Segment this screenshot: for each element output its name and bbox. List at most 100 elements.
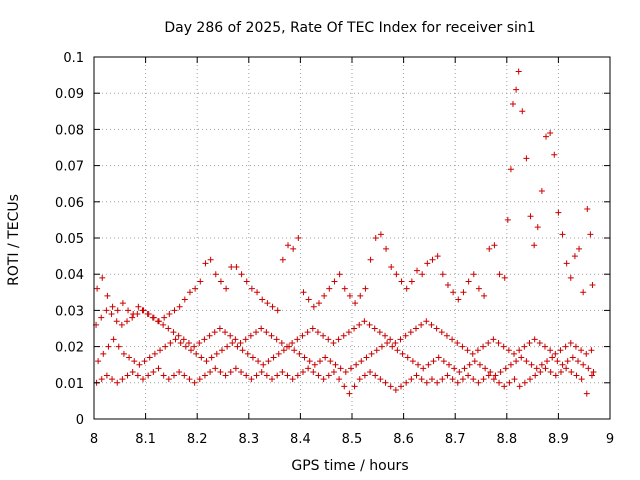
- data-point: [516, 347, 523, 354]
- data-point: [444, 372, 451, 379]
- data-point: [327, 358, 334, 365]
- data-point: [554, 358, 561, 365]
- data-point: [583, 390, 590, 397]
- data-point: [470, 271, 477, 278]
- data-point: [527, 213, 534, 220]
- data-point: [376, 329, 383, 336]
- data-point: [495, 339, 502, 346]
- data-point: [439, 376, 446, 383]
- data-point: [511, 350, 518, 357]
- data-point: [538, 187, 545, 194]
- data-point: [543, 133, 550, 140]
- data-point: [523, 358, 530, 365]
- data-point: [125, 307, 132, 314]
- data-point: [165, 376, 172, 383]
- data-point: [490, 336, 497, 343]
- data-point: [341, 383, 348, 390]
- data-point: [475, 285, 482, 292]
- data-point: [275, 350, 282, 357]
- data-point: [372, 235, 379, 241]
- data-point: [315, 300, 322, 307]
- data-point: [289, 339, 296, 346]
- data-point: [192, 285, 199, 292]
- data-point: [367, 368, 374, 375]
- data-point: [492, 372, 499, 379]
- data-point: [317, 358, 324, 365]
- data-point: [450, 289, 457, 296]
- data-point: [580, 361, 587, 368]
- data-point: [564, 358, 571, 365]
- x-tick-label: 8.7: [445, 432, 466, 447]
- data-point: [244, 350, 251, 357]
- data-point: [440, 358, 447, 365]
- data-point: [413, 372, 420, 379]
- data-point: [491, 242, 498, 249]
- data-point: [475, 379, 482, 386]
- data-point: [131, 358, 138, 365]
- data-point: [345, 329, 352, 336]
- data-point: [346, 292, 353, 299]
- data-point: [166, 311, 173, 318]
- data-point: [356, 376, 363, 383]
- data-point: [259, 296, 266, 303]
- data-point: [456, 368, 463, 375]
- data-point: [585, 365, 592, 372]
- data-point: [444, 282, 451, 289]
- data-point: [490, 376, 497, 383]
- data-point: [321, 292, 328, 299]
- data-point: [382, 332, 389, 339]
- data-point: [295, 235, 302, 241]
- data-point: [388, 263, 395, 270]
- data-point: [509, 101, 516, 108]
- data-point: [186, 289, 193, 296]
- data-point: [109, 376, 116, 383]
- data-point: [191, 343, 198, 350]
- data-point: [185, 339, 192, 346]
- y-tick-labels: 0 0.01 0.02 0.03 0.04 0.05 0.06 0.07 0.08 0.09 0.1: [55, 51, 84, 428]
- data-point: [305, 296, 312, 303]
- data-point: [557, 368, 564, 375]
- data-point: [544, 358, 551, 365]
- data-point: [171, 307, 178, 314]
- data-point: [340, 332, 347, 339]
- y-tick-label: 0.04: [55, 268, 84, 283]
- data-point: [98, 376, 105, 383]
- data-point: [248, 376, 255, 383]
- data-point: [228, 263, 235, 270]
- data-point: [430, 358, 437, 365]
- data-point: [181, 296, 188, 303]
- data-point: [481, 292, 488, 299]
- data-point: [449, 376, 456, 383]
- data-point: [549, 354, 556, 361]
- data-point: [418, 376, 425, 383]
- data-point: [547, 347, 554, 354]
- data-point: [254, 289, 261, 296]
- data-point: [335, 336, 342, 343]
- data-point: [232, 336, 239, 343]
- data-point: [217, 278, 224, 285]
- data-point: [424, 260, 431, 267]
- data-point: [398, 278, 405, 285]
- data-point: [428, 376, 435, 383]
- data-point: [362, 285, 369, 292]
- data-point: [160, 321, 167, 328]
- data-point: [264, 300, 271, 307]
- data-point: [290, 245, 297, 252]
- data-point: [124, 372, 131, 379]
- data-point: [347, 365, 354, 372]
- data-point: [412, 325, 419, 332]
- data-point: [280, 347, 287, 354]
- data-point: [146, 354, 153, 361]
- data-point: [103, 307, 110, 314]
- data-point: [330, 339, 337, 346]
- data-point: [258, 368, 265, 375]
- data-point: [382, 379, 389, 386]
- data-point: [521, 343, 528, 350]
- data-point: [326, 285, 333, 292]
- data-point: [186, 376, 193, 383]
- data-point: [434, 253, 441, 260]
- data-point: [197, 278, 204, 285]
- data-point: [247, 332, 254, 339]
- data-point: [434, 379, 441, 386]
